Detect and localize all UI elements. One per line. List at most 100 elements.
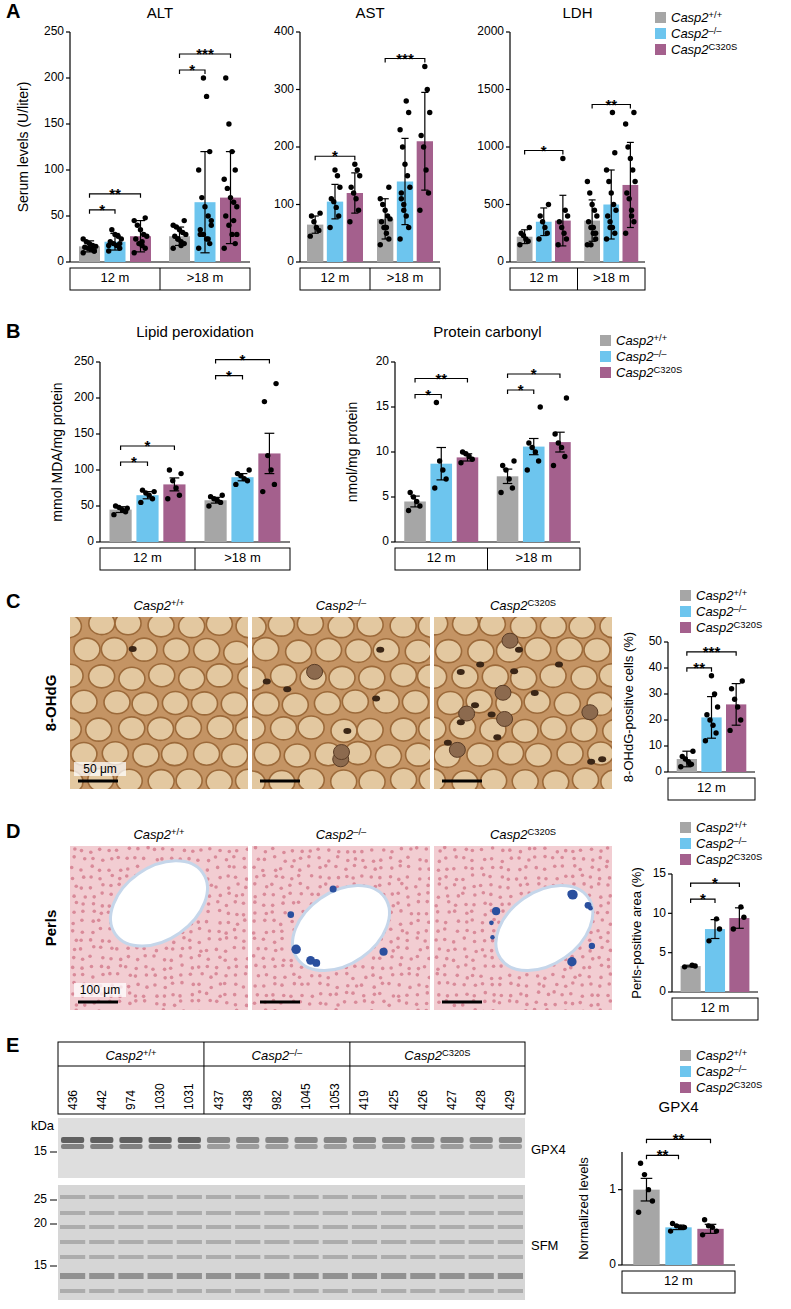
y-tick bbox=[664, 745, 668, 746]
y-tick bbox=[506, 89, 510, 90]
hepatocyte bbox=[179, 667, 205, 690]
hepatocyte bbox=[238, 666, 248, 689]
data-point bbox=[139, 239, 144, 244]
nucleus bbox=[453, 909, 457, 913]
nucleus bbox=[447, 910, 451, 914]
nucleus bbox=[310, 893, 314, 897]
nucleus bbox=[551, 856, 555, 860]
name-base: Casp2 bbox=[490, 598, 528, 613]
nucleus bbox=[507, 868, 511, 872]
data-point bbox=[605, 213, 610, 218]
hepatocyte bbox=[252, 667, 265, 690]
nucleus bbox=[601, 918, 605, 922]
nucleus bbox=[360, 874, 364, 878]
nucleus bbox=[80, 966, 84, 970]
nucleus bbox=[407, 972, 411, 976]
nucleus bbox=[234, 982, 238, 986]
nucleus bbox=[252, 931, 255, 935]
y-tick-label: 100 bbox=[44, 162, 64, 176]
y-tick bbox=[96, 541, 100, 542]
nucleus bbox=[209, 986, 213, 990]
chart-title: Lipid peroxidation bbox=[136, 323, 254, 340]
legend: Casp2+/+Casp2–/–Casp2C320S bbox=[680, 820, 762, 867]
data-point bbox=[399, 190, 404, 195]
nucleus bbox=[311, 995, 315, 999]
nucleus bbox=[327, 848, 331, 852]
micrograph-header: Casp2C320S bbox=[490, 598, 556, 613]
nucleus bbox=[453, 848, 457, 852]
name-superscript: +/+ bbox=[171, 827, 185, 837]
data-point bbox=[380, 202, 385, 207]
nucleus bbox=[115, 947, 119, 951]
nucleus bbox=[426, 884, 430, 888]
nucleus bbox=[89, 886, 93, 890]
nucleus bbox=[134, 967, 138, 971]
chart-title: AST bbox=[355, 4, 384, 21]
nucleus bbox=[596, 929, 600, 933]
scale-bar-label: 50 μm bbox=[83, 762, 117, 776]
nucleus bbox=[236, 882, 240, 886]
nucleus bbox=[280, 947, 284, 951]
y-tick bbox=[668, 873, 672, 874]
nucleus bbox=[472, 903, 476, 907]
nucleus bbox=[233, 900, 237, 904]
nucleus bbox=[228, 865, 232, 869]
nucleus bbox=[92, 909, 96, 913]
data-point bbox=[201, 75, 206, 80]
y-axis-title: mmol MDA/mg protein bbox=[49, 382, 65, 521]
nucleus bbox=[391, 949, 395, 953]
nucleus bbox=[318, 974, 322, 978]
nucleus bbox=[162, 1003, 166, 1007]
nucleus bbox=[455, 974, 459, 978]
y-tick-label: 0 bbox=[659, 984, 666, 998]
data-point bbox=[402, 162, 407, 167]
stained-nucleus bbox=[376, 647, 384, 653]
nucleus bbox=[318, 875, 322, 879]
hepatocyte bbox=[434, 617, 448, 635]
y-tick bbox=[296, 204, 300, 205]
y-tick bbox=[618, 1189, 622, 1190]
nucleus bbox=[214, 855, 218, 859]
nucleus bbox=[499, 964, 503, 968]
nucleus bbox=[160, 857, 164, 861]
hepatocyte bbox=[298, 769, 324, 789]
nucleus bbox=[245, 877, 248, 881]
nucleus bbox=[307, 855, 311, 859]
stained-nucleus bbox=[493, 734, 501, 740]
nucleus bbox=[153, 983, 157, 987]
data-point bbox=[704, 712, 709, 717]
legend-label: Casp2C320S bbox=[671, 42, 737, 57]
background bbox=[0, 0, 791, 1309]
nucleus bbox=[263, 858, 267, 862]
y-tick-label: 0 bbox=[57, 254, 64, 268]
nucleus bbox=[83, 895, 87, 899]
data-point bbox=[317, 210, 322, 215]
data-point bbox=[712, 691, 717, 696]
hepatocyte bbox=[314, 692, 340, 715]
nucleus bbox=[297, 900, 301, 904]
error-cap bbox=[711, 938, 720, 939]
legend-label: Casp2C320S bbox=[616, 365, 682, 380]
error-line bbox=[714, 920, 715, 939]
legend-label: Casp2–/– bbox=[696, 604, 747, 619]
nucleus bbox=[197, 941, 201, 945]
nucleus bbox=[608, 876, 612, 880]
y-tick-label: 150 bbox=[44, 116, 64, 130]
hepatocyte bbox=[206, 617, 232, 635]
category-label: 12 m bbox=[321, 270, 350, 285]
hepatocyte bbox=[418, 665, 430, 688]
nucleus bbox=[101, 858, 105, 862]
data-point bbox=[406, 508, 411, 513]
nucleus bbox=[233, 928, 237, 932]
name-base: Casp2 bbox=[696, 1080, 734, 1095]
nucleus bbox=[224, 974, 228, 978]
hepatocyte bbox=[207, 716, 233, 739]
nucleus bbox=[242, 857, 246, 861]
y-tick-label: 300 bbox=[274, 82, 294, 96]
data-point bbox=[542, 225, 547, 230]
nucleus bbox=[515, 877, 519, 881]
nucleus bbox=[101, 956, 105, 960]
nucleus bbox=[234, 958, 238, 962]
nucleus bbox=[79, 947, 83, 951]
tissue bbox=[434, 846, 612, 1010]
